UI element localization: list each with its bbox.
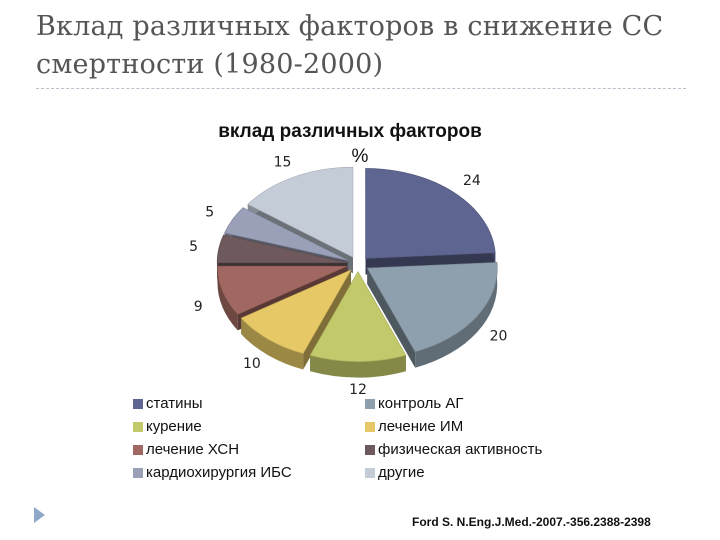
legend-item-8: другие [365,462,605,483]
legend-item-7: кардиохирургия ИБС [133,462,365,483]
slice-value-label-7: 5 [205,205,214,221]
pie-slice-2 [366,262,498,368]
legend-swatch [133,398,143,409]
legend-label: физическая активность [378,441,543,458]
legend-label: лечение ХСН [146,441,240,458]
legend-item-6: физическая активность [365,439,605,460]
legend-label: статины [146,395,203,412]
legend-label: кардиохирургия ИБС [146,464,292,481]
citation: Ford S. N.Eng.J.Med.-2007.-356.2388-2398 [412,515,651,529]
legend-swatch [133,467,143,478]
slice-value-label-3: 12 [349,382,367,398]
legend-swatch [133,444,143,455]
legend-swatch [365,398,375,409]
slice-value-label-4: 10 [243,356,261,372]
slice-value-label-5: 9 [194,299,203,315]
slice-value-label-1: 24 [463,173,481,189]
legend-swatch [365,421,375,432]
pie-slice-4 [240,269,352,370]
pie-slice-3 [309,271,407,378]
title-divider [36,88,686,89]
legend-swatch [133,421,143,432]
chart-title: вклад различных факторов [218,121,482,142]
slice-value-label-8: 15 [274,154,292,170]
slide-title: Вклад различных факторов в снижение СС с… [36,11,664,80]
legend-item-1: статины [133,393,365,414]
legend-swatch [365,467,375,478]
legend-label: курение [146,418,202,435]
slice-value-label-6: 5 [189,239,198,255]
legend-label: лечение ИМ [378,418,464,435]
legend-item-5: лечение ХСН [133,439,365,460]
legend-label: другие [378,464,425,481]
legend-item-4: лечение ИМ [365,416,605,437]
legend-item-2: контроль АГ [365,393,605,414]
chart-legend: статины контроль АГ курение лечение ИМ лечен… [133,393,613,483]
slice-value-label-2: 20 [490,329,508,345]
legend-label: контроль АГ [378,395,464,412]
nav-arrow-icon[interactable] [34,507,45,523]
chart-subtitle: % [351,146,369,167]
legend-swatch [365,444,375,455]
legend-item-3: курение [133,416,365,437]
